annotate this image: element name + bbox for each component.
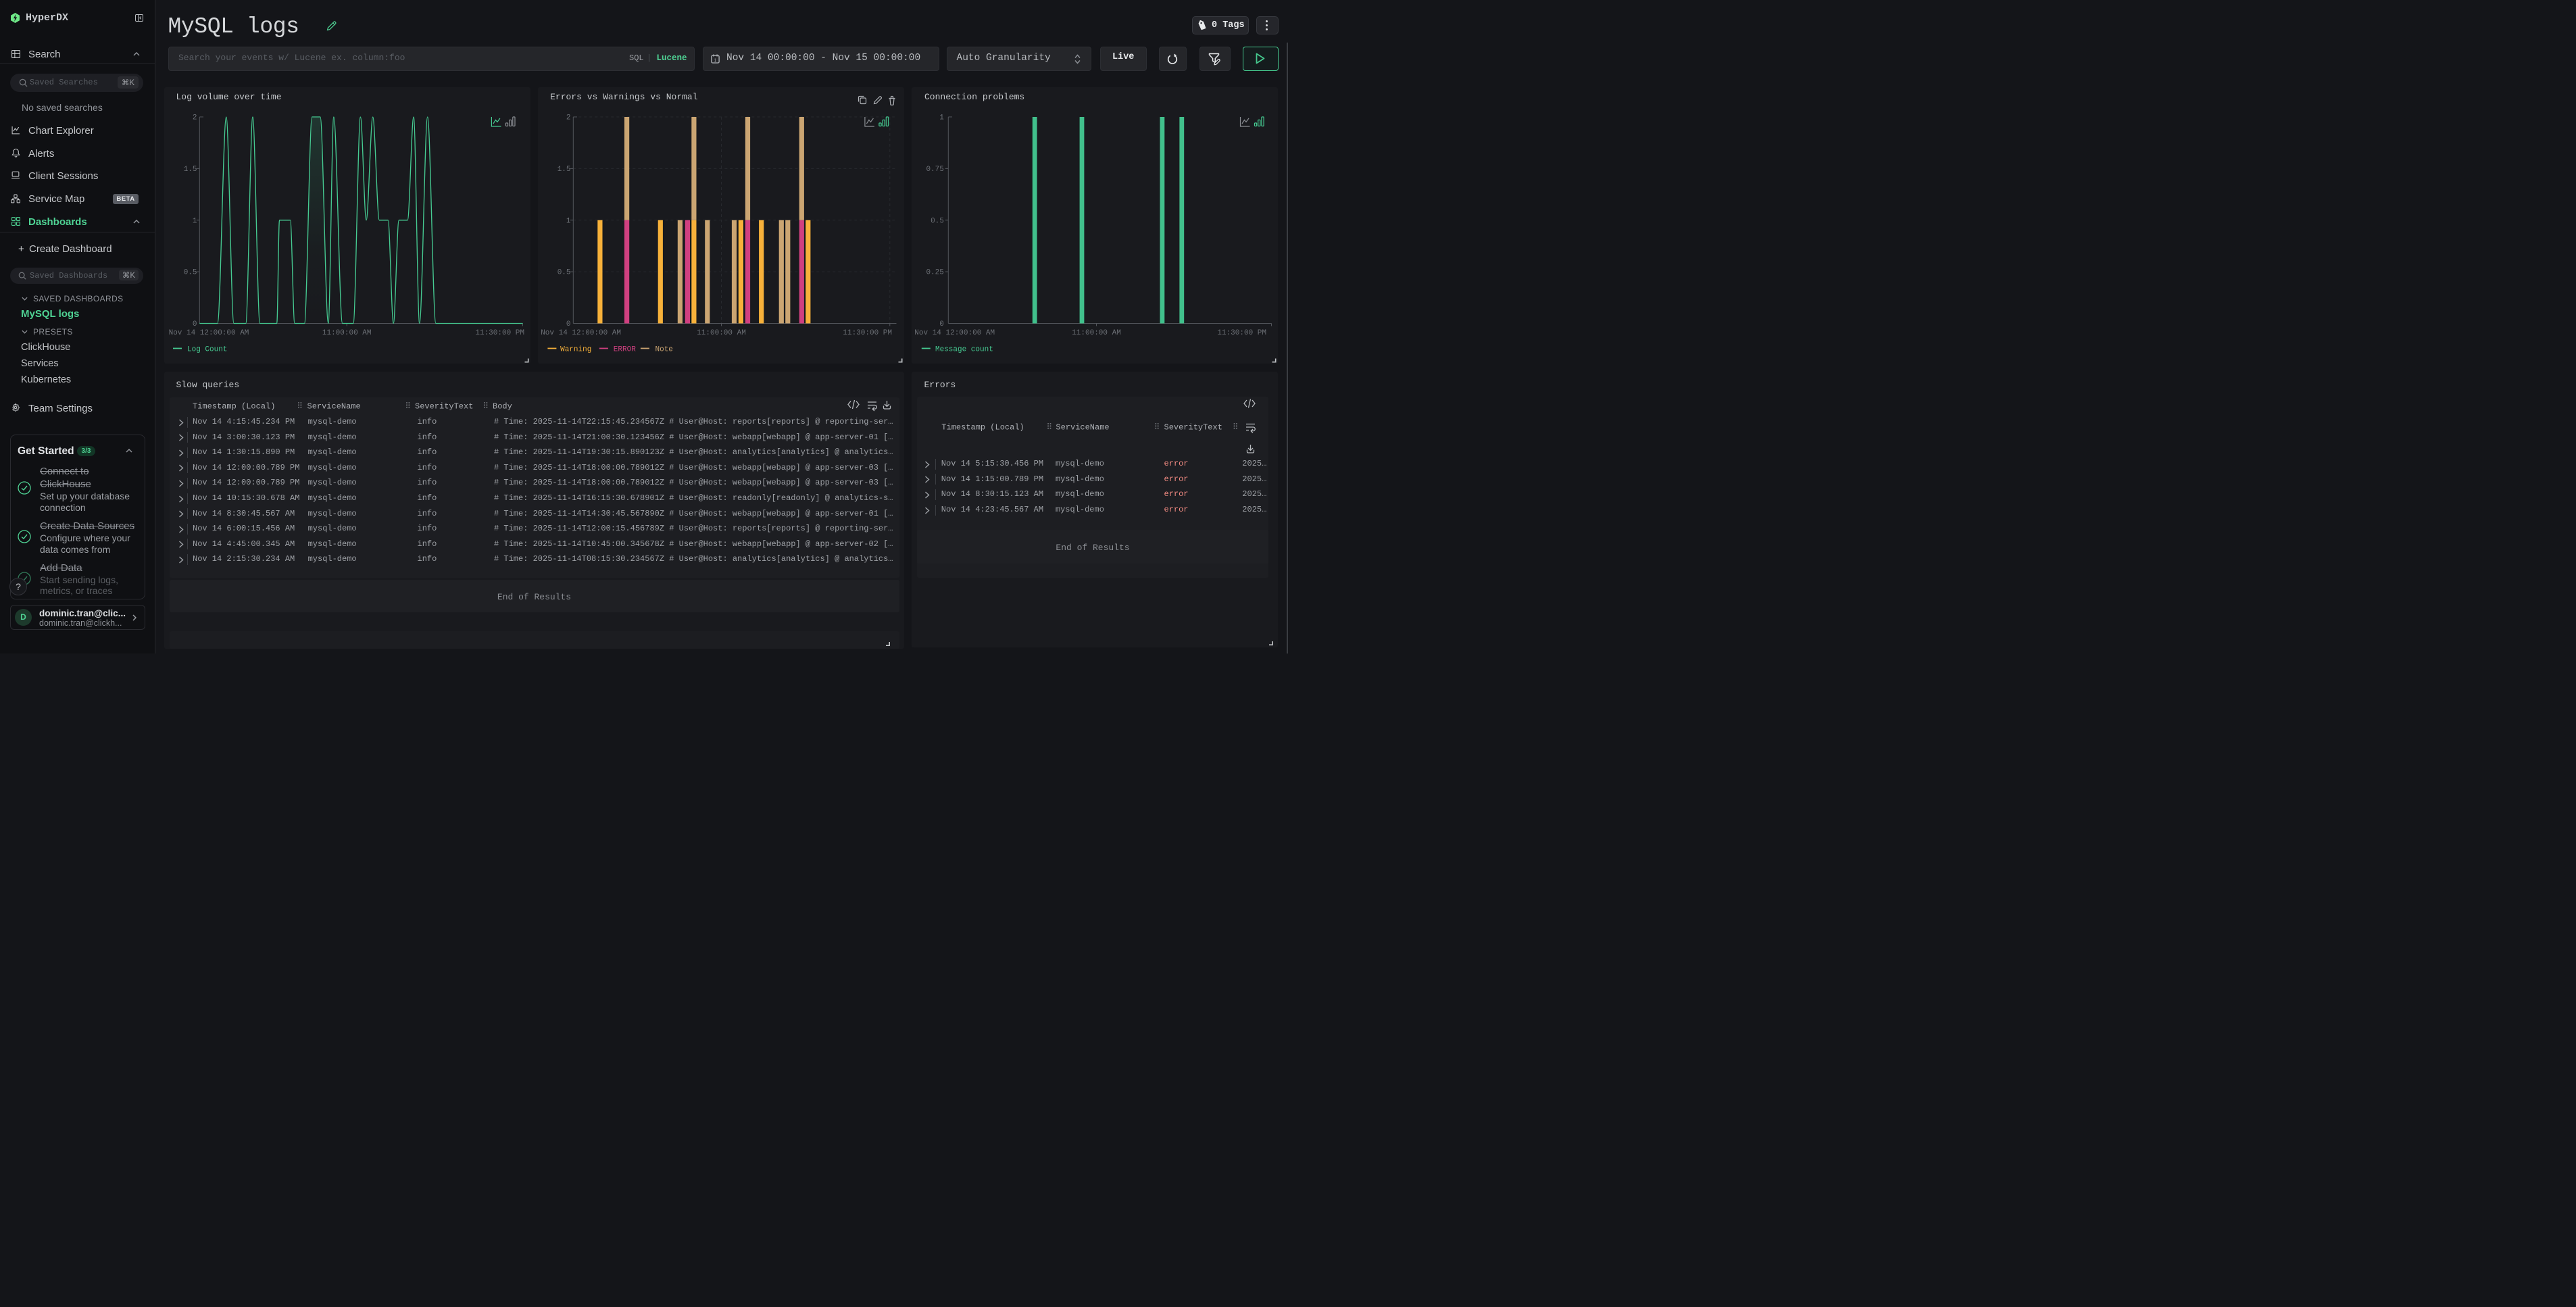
svg-text:0.25: 0.25 (926, 269, 943, 277)
svg-text:Timestamp (Local): Timestamp (Local) (193, 402, 275, 412)
svg-text:Nov 14 12:00:00 AM: Nov 14 12:00:00 AM (541, 329, 621, 337)
svg-text:ERROR: ERROR (613, 346, 635, 354)
svg-text:Log volume over time: Log volume over time (176, 92, 282, 102)
svg-text:11:30:00 PM: 11:30:00 PM (843, 329, 892, 337)
svg-text:SeverityText: SeverityText (415, 402, 473, 412)
svg-text:2: 2 (566, 114, 570, 122)
svg-text:11:00:00 AM: 11:00:00 AM (697, 329, 746, 337)
svg-text:1: 1 (193, 217, 197, 225)
svg-text:0.5: 0.5 (184, 269, 197, 277)
svg-text:Body: Body (493, 402, 512, 412)
svg-text:0: 0 (939, 320, 944, 328)
svg-text:Log Count: Log Count (187, 346, 227, 354)
svg-text:11:00:00 AM: 11:00:00 AM (1072, 329, 1121, 337)
svg-text:ServiceName: ServiceName (307, 402, 361, 412)
svg-text:Connection problems: Connection problems (924, 92, 1024, 102)
svg-text:Message count: Message count (935, 346, 993, 354)
svg-text:Errors vs Warnings vs Normal: Errors vs Warnings vs Normal (550, 92, 698, 102)
svg-text:0.75: 0.75 (926, 166, 943, 174)
svg-text:1: 1 (714, 58, 716, 63)
svg-text:Timestamp (Local): Timestamp (Local) (941, 422, 1024, 432)
svg-text:SeverityText: SeverityText (1164, 422, 1222, 432)
svg-text:Nov 14 12:00:00 AM: Nov 14 12:00:00 AM (169, 329, 249, 337)
svg-text:1.5: 1.5 (557, 166, 570, 174)
svg-text:Note: Note (655, 346, 672, 354)
svg-text:ServiceName: ServiceName (1056, 422, 1109, 432)
svg-text:2: 2 (193, 114, 197, 122)
svg-text:11:30:00 PM: 11:30:00 PM (475, 329, 524, 337)
svg-text:Warning: Warning (560, 346, 591, 354)
svg-text:0.5: 0.5 (557, 269, 570, 277)
svg-text:11:30:00 PM: 11:30:00 PM (1217, 329, 1266, 337)
svg-text:0: 0 (566, 320, 570, 328)
svg-text:0: 0 (193, 320, 197, 328)
svg-text:1: 1 (939, 114, 944, 122)
svg-text:1: 1 (566, 217, 570, 225)
svg-text:1.5: 1.5 (184, 166, 197, 174)
svg-text:Nov 14 12:00:00 AM: Nov 14 12:00:00 AM (914, 329, 995, 337)
svg-text:11:00:00 AM: 11:00:00 AM (322, 329, 372, 337)
svg-text:0.5: 0.5 (931, 217, 944, 225)
